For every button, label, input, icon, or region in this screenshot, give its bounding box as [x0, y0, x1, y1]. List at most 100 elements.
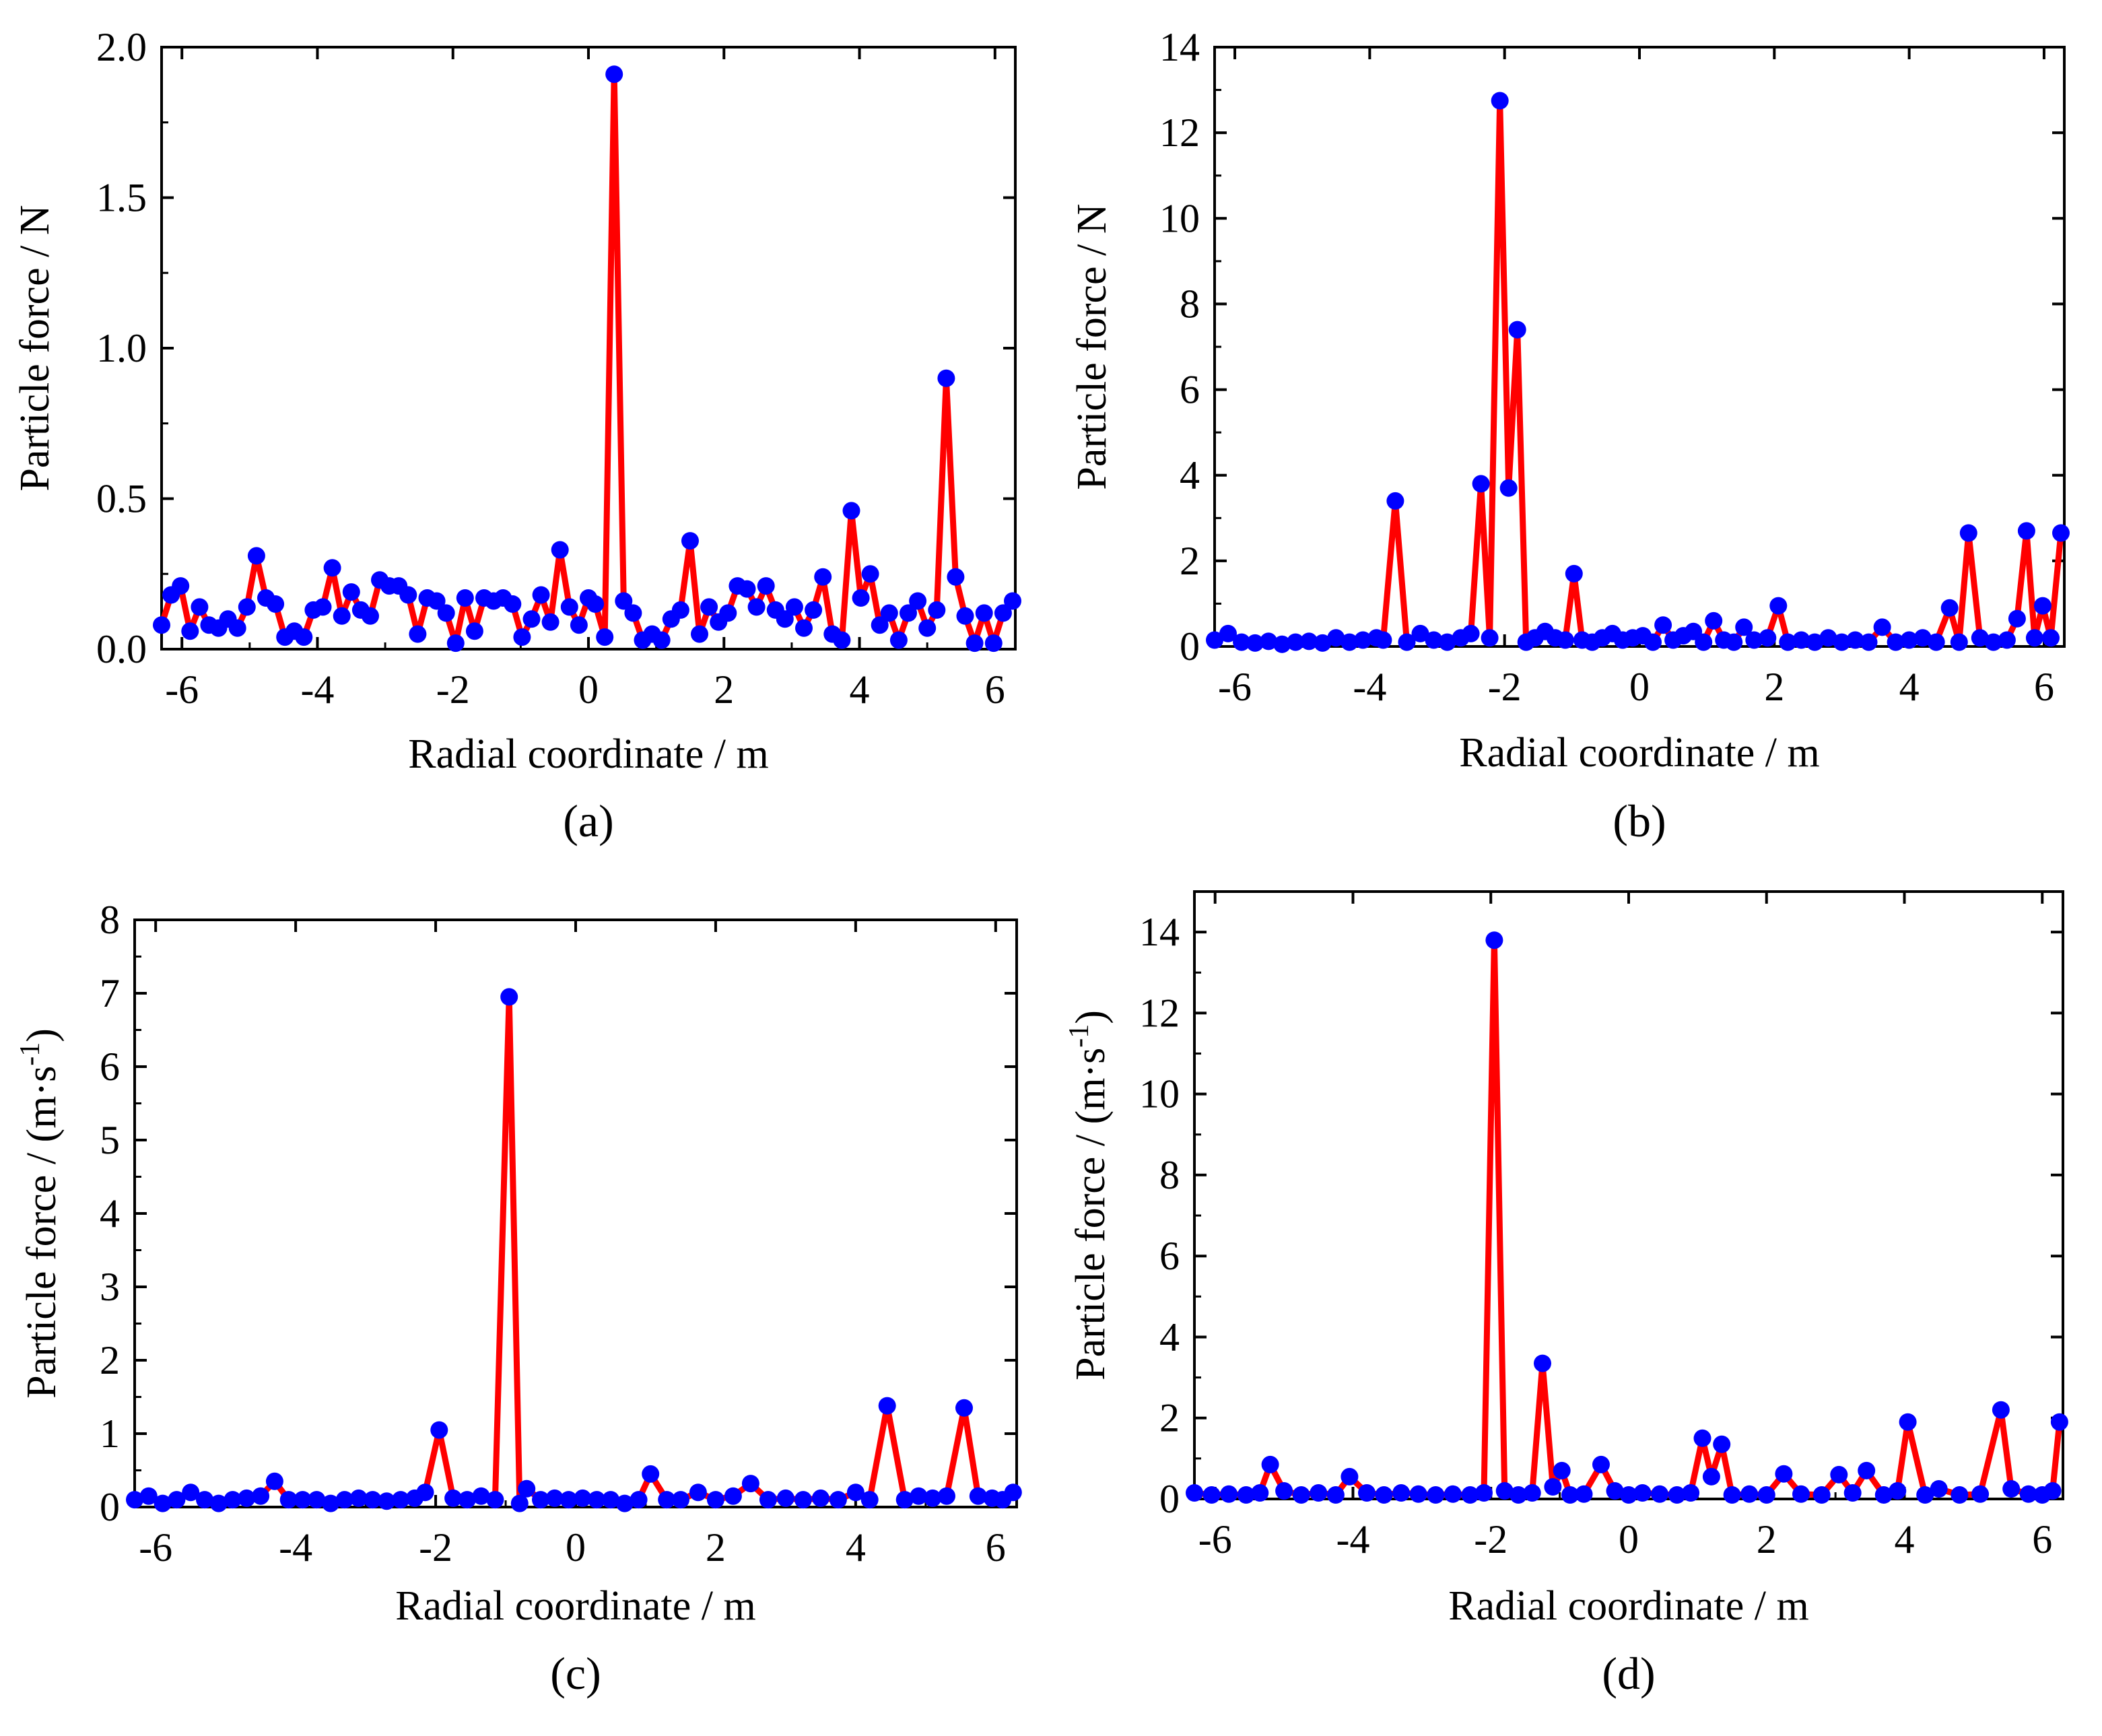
data-point-a — [947, 568, 965, 586]
data-point-a — [909, 592, 927, 610]
data-point-b — [1219, 624, 1237, 642]
y-tick-label-d: 0 — [1159, 1477, 1180, 1521]
data-point-a — [861, 565, 879, 583]
panel-caption-b: (b) — [1613, 795, 1666, 846]
data-point-a — [852, 589, 870, 607]
series-line-b — [1213, 98, 2064, 648]
data-point-a — [652, 631, 671, 649]
data-point-c — [209, 1494, 228, 1512]
y-tick-label-c: 3 — [100, 1265, 120, 1309]
y-tick-label-c: 2 — [100, 1338, 120, 1382]
chart-panel-a: -6 -4 -2 0 2 4 6 0.0 0.5 1.0 1.5 2.0 Radial coordina… — [12, 25, 1021, 846]
y-tick-label-b: 2 — [1180, 539, 1200, 583]
data-point-c — [955, 1399, 973, 1417]
data-point-b — [1745, 631, 1763, 649]
data-point-d — [1275, 1482, 1293, 1500]
data-point-c — [532, 1491, 549, 1509]
chart-panel-c: -6 -4 -2 0 2 4 6 0 1 2 3 4 5 6 7 8 Radial coordinate / m… — [15, 898, 1022, 1699]
data-point-b — [1705, 611, 1723, 630]
data-point-a — [880, 604, 898, 622]
x-tick-label-d: -4 — [1336, 1517, 1369, 1562]
data-point-d — [1461, 1486, 1479, 1504]
data-point-d — [1951, 1486, 1969, 1504]
data-point-b — [1654, 616, 1672, 634]
data-point-c — [126, 1491, 143, 1509]
x-tick-label-a: -2 — [436, 667, 470, 712]
chart-panel-b: -6 -4 -2 0 2 4 6 0 2 4 6 8 10 12 14 Radial coordinate /… — [1069, 25, 2070, 846]
data-point-b — [1481, 629, 1499, 647]
data-point-a — [560, 598, 578, 616]
data-point-a — [399, 586, 417, 604]
data-point-a — [228, 619, 246, 637]
data-point-d — [1830, 1465, 1848, 1483]
data-point-c — [545, 1489, 564, 1507]
y-tick-label-c: 8 — [100, 898, 120, 942]
data-point-a — [814, 568, 832, 586]
data-point-d — [1916, 1486, 1934, 1504]
data-point-c — [168, 1491, 186, 1509]
data-point-d — [1812, 1486, 1831, 1504]
series-line-c — [133, 993, 1015, 1507]
data-point-b — [1425, 631, 1443, 649]
data-point-a — [889, 631, 908, 649]
data-point-a — [605, 65, 623, 84]
x-tick-label-c: 0 — [566, 1525, 586, 1570]
data-point-c — [658, 1491, 676, 1509]
x-tick-label-c: 2 — [706, 1525, 726, 1570]
data-point-d — [2019, 1485, 2037, 1503]
data-point-a — [522, 610, 541, 628]
data-point-c — [794, 1491, 812, 1509]
data-point-d — [2043, 1482, 2062, 1500]
data-point-a — [295, 628, 313, 646]
x-tick-label-c: 6 — [986, 1525, 1006, 1570]
y-tick-label-d: 12 — [1139, 991, 1180, 1035]
data-point-b — [1873, 618, 1891, 636]
data-point-b — [1206, 631, 1223, 649]
data-point-a — [333, 607, 351, 625]
data-point-c — [182, 1483, 200, 1502]
x-tick-label-d: -6 — [1198, 1517, 1232, 1562]
data-point-d — [1651, 1485, 1669, 1503]
data-point-a — [428, 592, 446, 610]
y-tick-label-b: 10 — [1159, 196, 1200, 240]
data-point-b — [1735, 618, 1753, 636]
data-point-d — [1553, 1461, 1571, 1479]
data-point-a — [738, 580, 756, 598]
data-point-a — [928, 601, 946, 619]
data-point-a — [323, 559, 341, 577]
data-point-d — [1713, 1435, 1731, 1453]
data-point-a — [956, 607, 974, 625]
data-point-b — [1779, 633, 1797, 651]
data-point-d — [1375, 1486, 1393, 1504]
data-point-a — [238, 598, 256, 616]
data-point-c — [224, 1491, 242, 1509]
data-point-d — [1606, 1482, 1624, 1500]
data-point-c — [642, 1465, 660, 1483]
data-point-a — [1004, 592, 1021, 610]
data-point-c — [154, 1494, 172, 1512]
data-point-b — [1341, 633, 1359, 651]
series-line-a — [158, 71, 1015, 646]
data-point-a — [153, 616, 170, 634]
data-point-d — [1534, 1354, 1551, 1372]
data-point-d — [1592, 1455, 1610, 1473]
data-point-c — [430, 1421, 448, 1439]
y-tick-label-c: 6 — [100, 1044, 120, 1089]
y-tick-label-b: 14 — [1159, 25, 1200, 69]
data-point-b — [1900, 631, 1918, 649]
x-tick-label-a: 0 — [578, 667, 599, 712]
data-point-b — [1398, 633, 1416, 651]
data-point-a — [586, 595, 605, 613]
y-tick-label-a: 0.0 — [96, 627, 147, 671]
data-point-a — [551, 541, 569, 559]
data-point-a — [504, 595, 522, 613]
data-point-b — [1927, 633, 1945, 651]
panel-caption-c: (c) — [550, 1648, 601, 1699]
data-point-d — [1475, 1484, 1493, 1502]
data-point-b — [1491, 92, 1509, 110]
data-point-b — [1984, 633, 2002, 651]
x-axis-title-a: Radial coordinate / m — [408, 731, 768, 777]
series-line-d — [1194, 937, 2063, 1498]
data-point-a — [785, 598, 803, 616]
data-point-d — [1992, 1401, 2010, 1419]
